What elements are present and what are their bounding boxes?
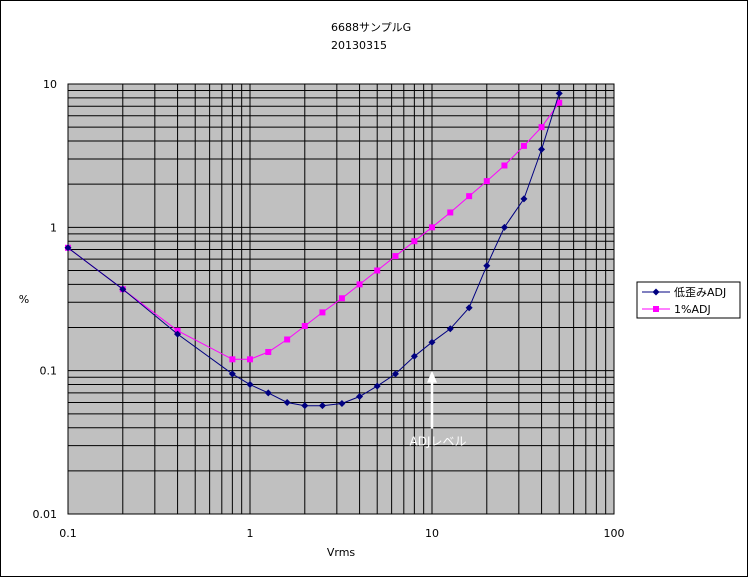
x-tick-label: 10: [425, 527, 439, 540]
legend-item: 1%ADJ: [642, 303, 711, 316]
data-point: [428, 338, 436, 346]
data-point: [429, 224, 435, 231]
series-2: [65, 99, 563, 363]
x-tick-label: 1: [247, 527, 254, 540]
data-point: [318, 402, 326, 410]
legend: 低歪みADJ 1%ADJ: [636, 281, 741, 319]
data-point: [556, 99, 563, 106]
data-point: [446, 325, 454, 333]
data-point: [520, 142, 527, 149]
data-point: [338, 295, 345, 302]
y-tick-label: 1: [50, 221, 57, 234]
legend-label: 低歪みADJ: [674, 286, 726, 299]
data-point: [246, 381, 254, 389]
data-point: [229, 356, 236, 363]
data-point: [500, 223, 508, 231]
series-line: [67, 102, 560, 360]
plot-border: [67, 83, 615, 515]
data-point: [466, 193, 473, 200]
data-point: [265, 348, 272, 355]
data-point: [410, 352, 418, 360]
data-point: [301, 322, 308, 329]
series-line: [67, 93, 560, 407]
x-tick-label: 100: [604, 527, 625, 540]
data-point: [356, 393, 364, 401]
data-point: [520, 195, 528, 203]
y-tick-label: 0.01: [33, 508, 58, 521]
data-point: [465, 304, 473, 312]
series-1: [64, 89, 563, 410]
data-point: [301, 402, 309, 410]
data-point: [391, 370, 399, 378]
annotation-arrowhead: [427, 370, 437, 383]
data-point: [284, 336, 291, 343]
x-axis-label: Vrms: [327, 546, 356, 559]
data-point: [483, 178, 490, 185]
plot-area: [67, 83, 615, 515]
legend-item: 低歪みADJ: [642, 286, 726, 299]
annotation-layer: ADJレベル: [410, 370, 467, 449]
series-layer: [64, 89, 563, 410]
data-point: [64, 244, 72, 252]
chart-subtitle: 20130315: [331, 39, 387, 52]
data-point: [501, 162, 508, 169]
legend-marker: [653, 306, 659, 312]
data-point: [119, 285, 127, 293]
data-point: [319, 309, 326, 316]
data-point: [411, 238, 418, 245]
y-tick-label: 10: [43, 78, 57, 91]
data-point: [374, 267, 381, 274]
annotation-label: ADJレベル: [410, 435, 467, 449]
data-point: [338, 400, 346, 408]
data-point: [555, 89, 563, 97]
data-point: [447, 209, 454, 216]
data-point: [247, 356, 253, 363]
y-axis-label: %: [19, 293, 29, 306]
data-point: [538, 124, 545, 131]
y-tick-label: 0.1: [40, 365, 58, 378]
data-point: [264, 389, 272, 397]
data-point: [538, 145, 546, 153]
data-point: [373, 382, 381, 390]
data-point: [483, 262, 491, 270]
data-point: [228, 370, 236, 378]
data-point: [356, 281, 363, 288]
data-point: [392, 253, 399, 260]
x-tick-label: 0.1: [59, 527, 77, 540]
legend-label: 1%ADJ: [674, 303, 711, 316]
chart-title: 6688サンプルG: [331, 21, 411, 34]
data-point: [283, 398, 291, 406]
data-point: [174, 330, 182, 338]
legend-marker: [652, 288, 660, 296]
